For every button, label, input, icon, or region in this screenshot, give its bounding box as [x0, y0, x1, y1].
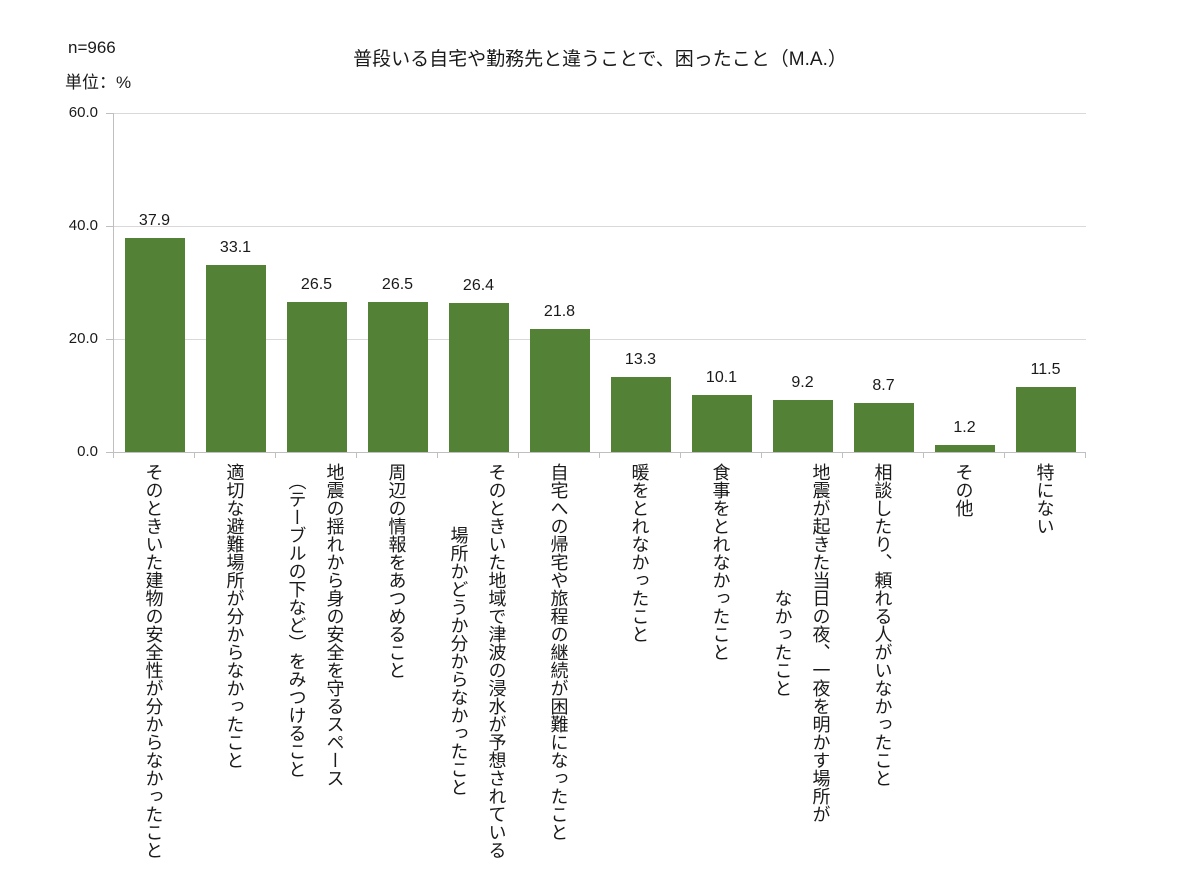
plot-area: 37.9 33.1 26.5 26.5 26.4 21.8 13.3 10.1 9.2 8.7 1.… — [113, 113, 1086, 453]
y-axis-tick — [106, 113, 113, 114]
bar — [691, 394, 752, 452]
bar-group: 10.1 — [681, 113, 762, 452]
category-label: 暖をとれなかったこと — [629, 463, 650, 643]
gridline — [114, 113, 1086, 114]
bar — [286, 302, 347, 452]
bar — [205, 265, 266, 452]
category-label: その他 — [953, 463, 974, 517]
unit-label: 単位：% — [65, 73, 132, 92]
bars-row: 37.9 33.1 26.5 26.5 26.4 21.8 13.3 10.1 9.2 8.7 1.… — [114, 113, 1086, 452]
category-labels-row: そのときいた建物の安全性が分からなかったこと 適切な避難場所が分からなかったこと 地… — [113, 463, 1085, 859]
category-label-cell: そのときいた地域で津波の浸水が予想されている 場所かどうか分からなかったこと — [437, 463, 518, 859]
category-label: 相談したり、頼れる人がいなかったこと — [872, 463, 893, 787]
bar-value-label: 26.4 — [462, 276, 495, 294]
category-label-cell: その他 — [923, 463, 1004, 517]
category-label: そのときいた地域で津波の浸水が予想されている 場所かどうか分からなかったこと — [448, 463, 507, 859]
bar-value-label: 1.2 — [953, 419, 976, 437]
category-label-cell: 特にない — [1004, 463, 1085, 535]
x-axis-tick — [356, 452, 357, 458]
category-label-cell: 適切な避難場所が分からなかったこと — [194, 463, 275, 769]
x-axis-tick — [761, 452, 762, 458]
bar — [124, 237, 185, 452]
x-axis-tick — [194, 452, 195, 458]
bar-group: 8.7 — [843, 113, 924, 452]
bar — [1015, 387, 1076, 452]
y-tick-label: 60.0 — [68, 104, 98, 121]
category-label: 自宅への帰宅や旅程の継続が困難になったこと — [548, 463, 569, 841]
bar-value-label: 11.5 — [1030, 361, 1061, 379]
category-label: 適切な避難場所が分からなかったこと — [224, 463, 245, 769]
x-axis-tick — [437, 452, 438, 458]
bar-group: 37.9 — [114, 113, 195, 452]
bar-group: 26.4 — [438, 113, 519, 452]
x-axis-tick — [1004, 452, 1005, 458]
category-label-cell: そのときいた建物の安全性が分からなかったこと — [113, 463, 194, 859]
x-axis-tick — [842, 452, 843, 458]
bar-group: 11.5 — [1005, 113, 1086, 452]
x-axis-tick — [1085, 452, 1086, 458]
bar-group: 13.3 — [600, 113, 681, 452]
bar-group: 26.5 — [357, 113, 438, 452]
chart-title: 普段いる自宅や勤務先と違うことで、困ったこと（M.A.） — [353, 49, 847, 70]
x-axis-tick — [680, 452, 681, 458]
y-tick-label: 0.0 — [77, 443, 98, 460]
bar — [934, 445, 995, 452]
bar-value-label: 33.1 — [219, 239, 252, 256]
bar-value-label: 26.5 — [381, 276, 414, 294]
y-axis-tick — [106, 452, 113, 453]
category-label-cell: 自宅への帰宅や旅程の継続が困難になったこと — [518, 463, 599, 841]
gridline — [114, 226, 1086, 227]
bar-group: 1.2 — [924, 113, 1005, 452]
bar — [448, 302, 509, 452]
y-tick-label: 20.0 — [68, 330, 98, 347]
category-label: 特にない — [1034, 463, 1055, 535]
y-axis-tick — [106, 339, 113, 340]
y-tick-label: 40.0 — [68, 217, 98, 234]
bar — [529, 328, 590, 452]
category-label: 周辺の情報をあつめること — [386, 463, 407, 679]
x-axis-tick — [923, 452, 924, 458]
category-label-cell: 食事をとれなかったこと — [680, 463, 761, 661]
bar — [610, 376, 671, 452]
x-axis-tick — [518, 452, 519, 458]
category-label: そのときいた建物の安全性が分からなかったこと — [143, 463, 164, 859]
bar — [772, 400, 833, 452]
category-label-cell: 地震が起きた当日の夜、一夜を明かす場所が なかったこと — [761, 463, 842, 823]
bar — [853, 402, 914, 452]
x-axis-tick — [113, 452, 114, 458]
bar-value-label: 9.2 — [791, 374, 814, 392]
category-label: 地震が起きた当日の夜、一夜を明かす場所が なかったこと — [772, 463, 831, 823]
bar-value-label: 37.9 — [138, 211, 171, 229]
bar-group: 9.2 — [762, 113, 843, 452]
bar-value-label: 26.5 — [300, 276, 333, 294]
bar-value-label: 10.1 — [705, 368, 738, 386]
category-label: 食事をとれなかったこと — [710, 463, 731, 661]
bar-group: 33.1 — [195, 113, 276, 452]
category-label: 地震の揺れから身の安全を守るスペース （テーブルの下など）をみつけること — [286, 463, 345, 787]
bar-group: 26.5 — [276, 113, 357, 452]
x-axis-tick — [599, 452, 600, 458]
category-label-cell: 相談したり、頼れる人がいなかったこと — [842, 463, 923, 787]
sample-size-label: n=966 — [68, 38, 116, 57]
category-label-cell: 周辺の情報をあつめること — [356, 463, 437, 679]
gridline — [114, 339, 1086, 340]
bar-value-label: 13.3 — [624, 350, 657, 368]
bar-value-label: 21.8 — [543, 302, 576, 320]
bar — [367, 302, 428, 452]
bar-value-label: 8.7 — [872, 376, 895, 394]
bar-group: 21.8 — [519, 113, 600, 452]
x-axis-tick — [275, 452, 276, 458]
y-axis-tick — [106, 226, 113, 227]
category-label-cell: 暖をとれなかったこと — [599, 463, 680, 643]
category-label-cell: 地震の揺れから身の安全を守るスペース （テーブルの下など）をみつけること — [275, 463, 356, 787]
